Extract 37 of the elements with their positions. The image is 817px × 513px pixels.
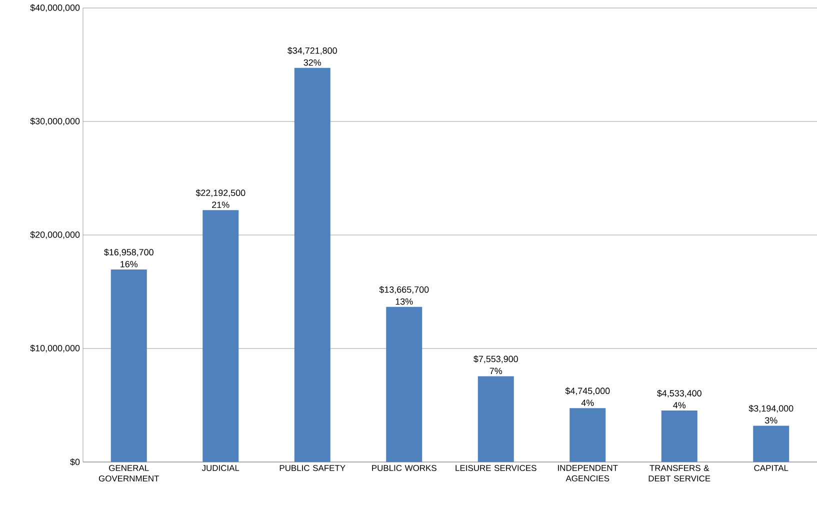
data-label: $13,665,700: [379, 286, 429, 294]
annotation: 4%: [673, 402, 686, 408]
x-tick-label: LEISURE SERVICES: [456, 465, 536, 472]
bar: [110, 270, 147, 462]
annotation: 3%: [764, 417, 778, 424]
x-tick-label: INDEPENDENT AGENCIES: [558, 465, 618, 482]
data-label: $4,745,000: [565, 387, 610, 396]
x-tick-label: JUDICIAL: [202, 465, 240, 472]
data-label: $3,194,000: [748, 404, 794, 413]
y-tick-label: $10,000,000: [30, 344, 80, 352]
annotation: 13%: [396, 298, 413, 305]
data-label: $22,192,500: [196, 189, 246, 198]
x-tick-label: PUBLIC WORKS: [372, 465, 436, 472]
x-tick-label: CAPITAL: [754, 465, 788, 472]
y-tick-label: $20,000,000: [30, 231, 80, 239]
bar: [753, 426, 790, 462]
y-tick-label: $40,000,000: [30, 4, 80, 12]
data-label: $4,533,400: [657, 390, 702, 398]
bar: [386, 306, 422, 462]
x-tick-label: TRANSFERS & DEBT SERVICE: [648, 465, 710, 482]
annotation: 21%: [212, 202, 230, 208]
data-label: $34,721,800: [288, 47, 337, 55]
bar: [478, 376, 514, 462]
y-tick-label: $30,000,000: [30, 118, 80, 126]
data-label: $7,553,900: [474, 355, 518, 364]
annotation: 4%: [581, 400, 594, 406]
bar: [661, 410, 698, 462]
data-label: $16,958,700: [104, 248, 154, 256]
annotation: 7%: [490, 368, 502, 374]
bar: [570, 408, 606, 462]
annotation: 32%: [304, 59, 322, 66]
y-tick-label: $0: [70, 458, 80, 466]
bar: [202, 210, 239, 462]
x-tick-label: PUBLIC SAFETY: [280, 465, 346, 472]
bar: [294, 68, 330, 462]
annotation: 16%: [120, 260, 138, 268]
x-tick-label: GENERAL GOVERNMENT: [98, 465, 160, 482]
